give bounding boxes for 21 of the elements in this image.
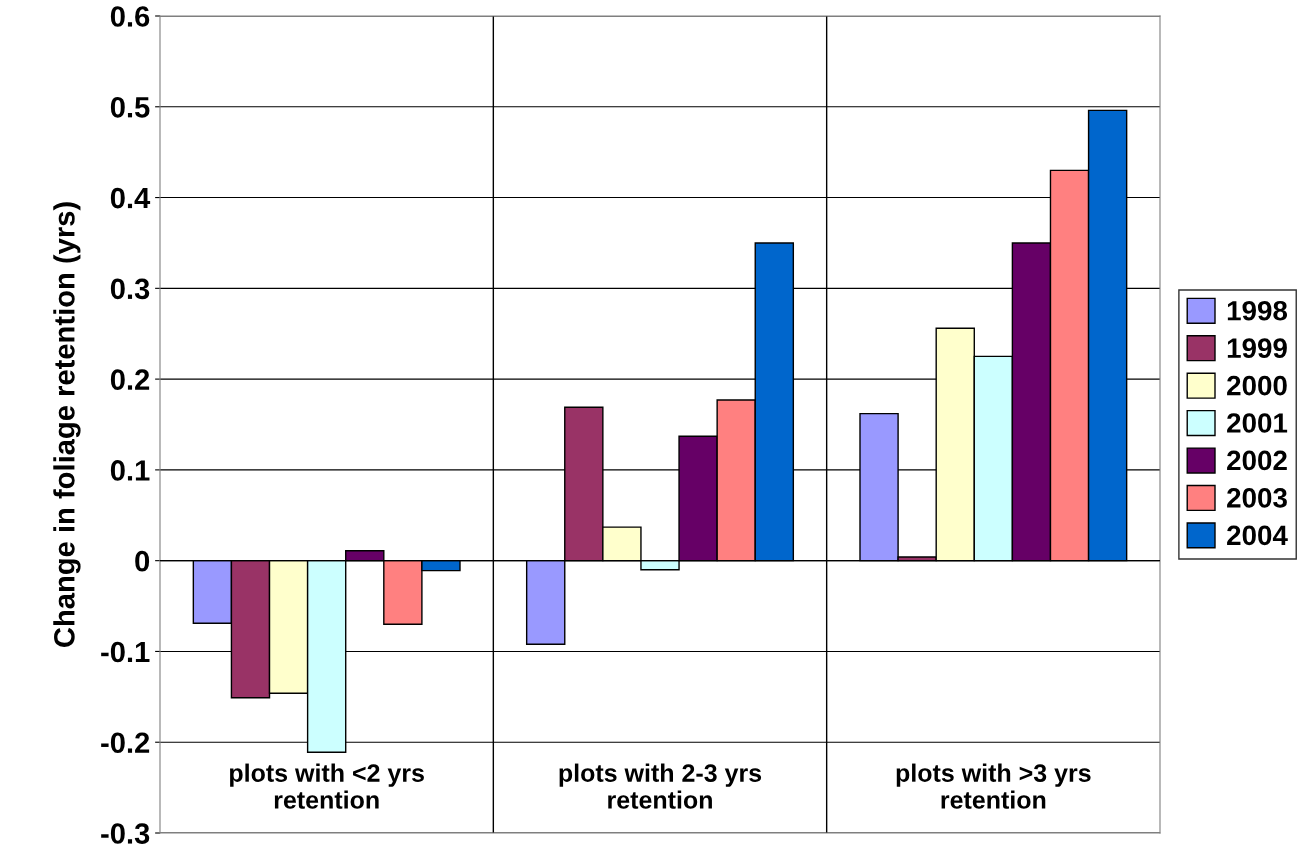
y-tick-label: 0.4 [110,187,151,209]
y-tick-label: 0.2 [110,369,150,390]
legend-label: 2004 [1227,525,1288,546]
x-tick-label: plots with <2 yrs retention [230,763,424,809]
y-tick-label: 0.1 [110,460,150,481]
legend-label: 1999 [1227,338,1287,358]
y-axis-title: Change in foliage retention (yrs) [53,202,81,647]
x-tick-label: plots with >3 yrs retention [896,763,1091,809]
legend-label: 2002 [1227,450,1287,471]
y-tick-label: -0.1 [101,641,150,663]
y-tick-label: 0.3 [110,278,150,300]
legend-label: 2003 [1227,488,1287,508]
legend-label: 1998 [1227,300,1288,321]
x-tick-label: plots with 2-3 yrs retention [559,763,762,809]
y-tick-label: 0.6 [110,6,150,27]
y-tick-label: -0.2 [101,732,150,754]
legend-label: 2000 [1227,375,1287,396]
legend-label: 2001 [1227,413,1288,433]
y-tick-label: -0.3 [101,823,150,844]
y-tick-label: 0 [135,550,150,572]
y-tick-label: 0.5 [110,96,150,118]
